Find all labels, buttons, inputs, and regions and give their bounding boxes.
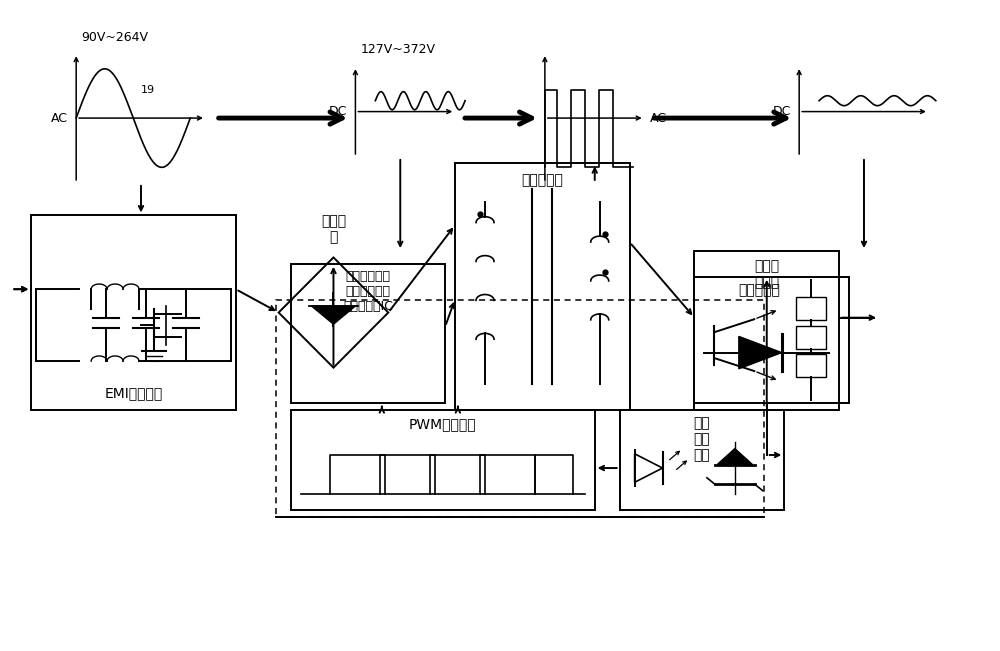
Text: 整流滤
波电路: 整流滤 波电路 [754,259,779,290]
Text: 光电
耦合
电路: 光电 耦合 电路 [694,416,710,463]
Bar [31,215,236,409]
Text: DC: DC [329,105,347,118]
Bar [796,297,826,320]
Bar [291,409,595,510]
Bar [694,251,839,409]
Bar [620,409,784,510]
Polygon shape [739,337,782,369]
Text: 取样．放大: 取样．放大 [738,283,780,298]
Bar [291,264,445,403]
Text: 127V~372V: 127V~372V [360,44,435,57]
Text: PWM控制电路: PWM控制电路 [409,417,476,432]
Text: AC: AC [51,111,68,124]
Polygon shape [717,449,753,465]
Bar [455,163,630,409]
Bar [796,326,826,349]
Text: EMI滤波电路: EMI滤波电路 [104,387,163,400]
Text: 90V~264V: 90V~264V [81,31,148,44]
Text: 隔离变压器: 隔离变压器 [521,173,563,187]
Bar [694,277,849,403]
Text: 间隙震荡、功
率因素改善、
保护电路、IC: 间隙震荡、功 率因素改善、 保护电路、IC [343,270,393,313]
Text: 19: 19 [140,85,155,94]
Polygon shape [312,306,355,324]
Bar [276,299,764,517]
Text: 整流滤
波: 整流滤 波 [321,214,346,245]
Text: DC: DC [773,105,791,118]
Text: AC: AC [650,111,667,124]
Bar [796,353,826,377]
